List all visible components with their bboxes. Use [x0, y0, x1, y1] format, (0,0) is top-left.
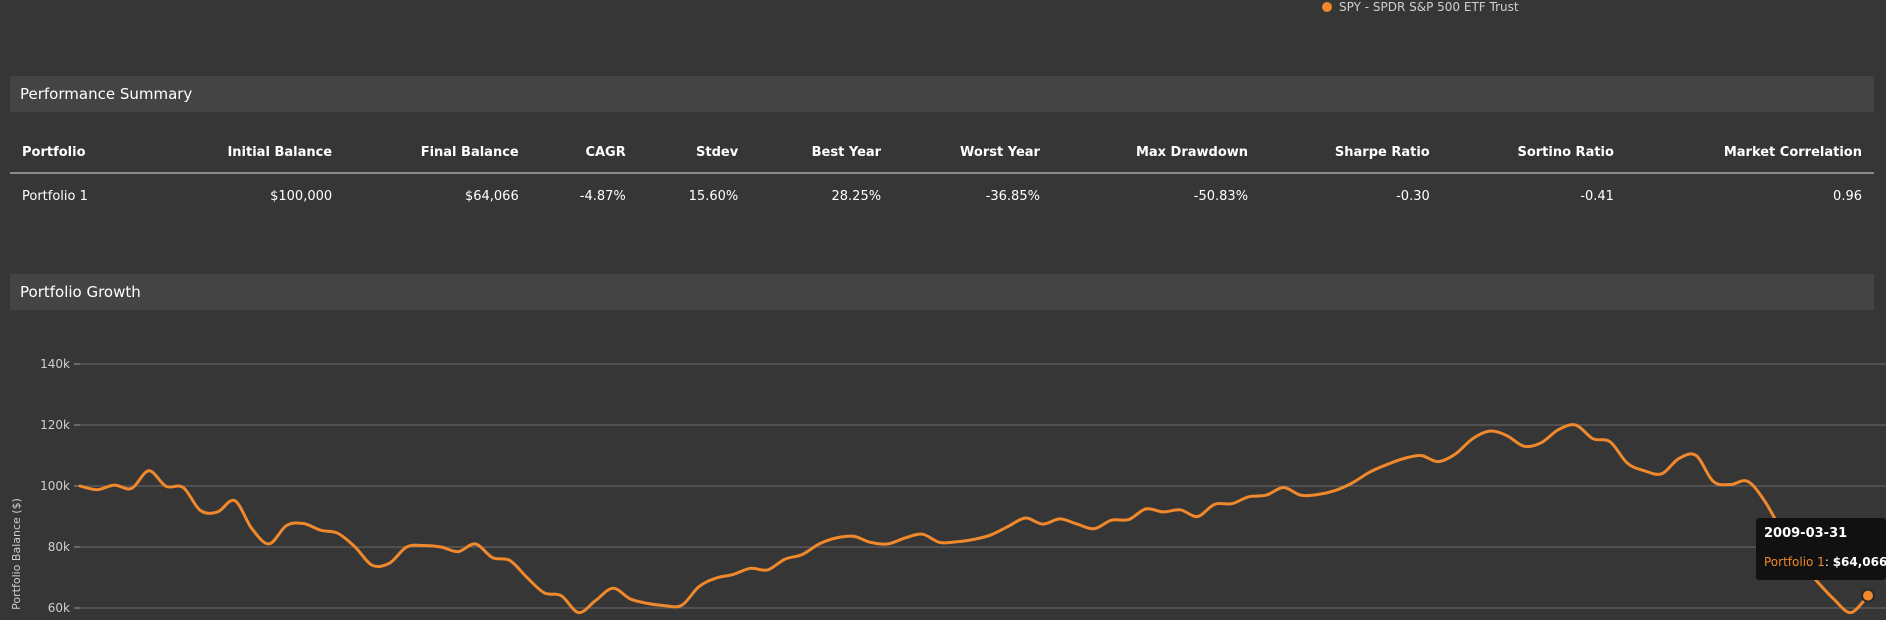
col-portfolio: Portfolio — [10, 132, 148, 174]
tooltip-value: $64,066 — [1832, 555, 1886, 569]
cell-portfolio: Portfolio 1 — [22, 188, 88, 204]
cell-worst-year: -36.85% — [985, 188, 1040, 204]
y-tick-label: 60k — [48, 601, 70, 615]
table-header-row: Portfolio Initial Balance Final Balance … — [10, 132, 1874, 174]
performance-summary-table: Portfolio Initial Balance Final Balance … — [10, 132, 1874, 218]
col-cagr: CAGR — [530, 132, 638, 174]
cell-max-drawdown: -50.83% — [1193, 188, 1249, 204]
cell-stdev: 15.60% — [688, 188, 739, 204]
col-market-correlation: Market Correlation — [1625, 132, 1874, 174]
cell-cagr: -4.87% — [579, 188, 626, 204]
col-best-year: Best Year — [750, 132, 894, 174]
tooltip-row: Portfolio 1: $64,066 — [1764, 555, 1886, 569]
legend-marker-icon — [1322, 2, 1332, 12]
col-sharpe-ratio: Sharpe Ratio — [1260, 132, 1442, 174]
cell-initial-balance: $100,000 — [270, 188, 333, 204]
y-axis-ticks: 60k 80k 100k 120k 140k — [40, 357, 80, 615]
portfolio-growth-chart[interactable]: 60k 80k 100k 120k 140k Portfolio Balance ($) — [0, 340, 1886, 620]
y-axis-title: Portfolio Balance ($) — [10, 498, 23, 610]
col-initial-balance: Initial Balance — [147, 132, 345, 174]
performance-summary-header: Performance Summary — [10, 76, 1874, 112]
col-max-drawdown: Max Drawdown — [1051, 132, 1261, 174]
y-tick-label: 140k — [40, 357, 70, 371]
col-worst-year: Worst Year — [893, 132, 1052, 174]
chart-grid — [80, 363, 1886, 609]
portfolio-growth-title: Portfolio Growth — [20, 283, 141, 301]
y-tick-label: 120k — [40, 418, 70, 432]
hover-point[interactable] — [1861, 588, 1875, 603]
legend-label: SPY - SPDR S&P 500 ETF Trust — [1339, 0, 1519, 14]
col-final-balance: Final Balance — [344, 132, 531, 174]
performance-summary-title: Performance Summary — [20, 85, 193, 103]
tooltip-separator: : — [1824, 555, 1833, 569]
y-tick-label: 100k — [40, 479, 70, 493]
series-line-portfolio-1[interactable] — [78, 423, 1870, 615]
chart-tooltip: 2009-03-31 Portfolio 1: $64,066 — [1756, 518, 1886, 580]
y-tick-label: 80k — [48, 540, 70, 554]
col-sortino-ratio: Sortino Ratio — [1441, 132, 1626, 174]
table-row: Portfolio 1 $100,000 $64,066 -4.87% 15.6… — [10, 173, 1874, 218]
portfolio-growth-header: Portfolio Growth — [10, 274, 1874, 310]
cell-sharpe-ratio: -0.30 — [1396, 188, 1430, 204]
col-stdev: Stdev — [637, 132, 751, 174]
tooltip-date: 2009-03-31 — [1764, 526, 1848, 541]
cell-best-year: 28.25% — [831, 188, 882, 204]
cell-final-balance: $64,066 — [464, 188, 519, 204]
cell-market-correlation: 0.96 — [1833, 188, 1862, 204]
cell-sortino-ratio: -0.41 — [1580, 188, 1614, 204]
tooltip-series-name: Portfolio 1 — [1764, 555, 1825, 569]
chart-legend[interactable]: SPY - SPDR S&P 500 ETF Trust — [1322, 0, 1519, 14]
